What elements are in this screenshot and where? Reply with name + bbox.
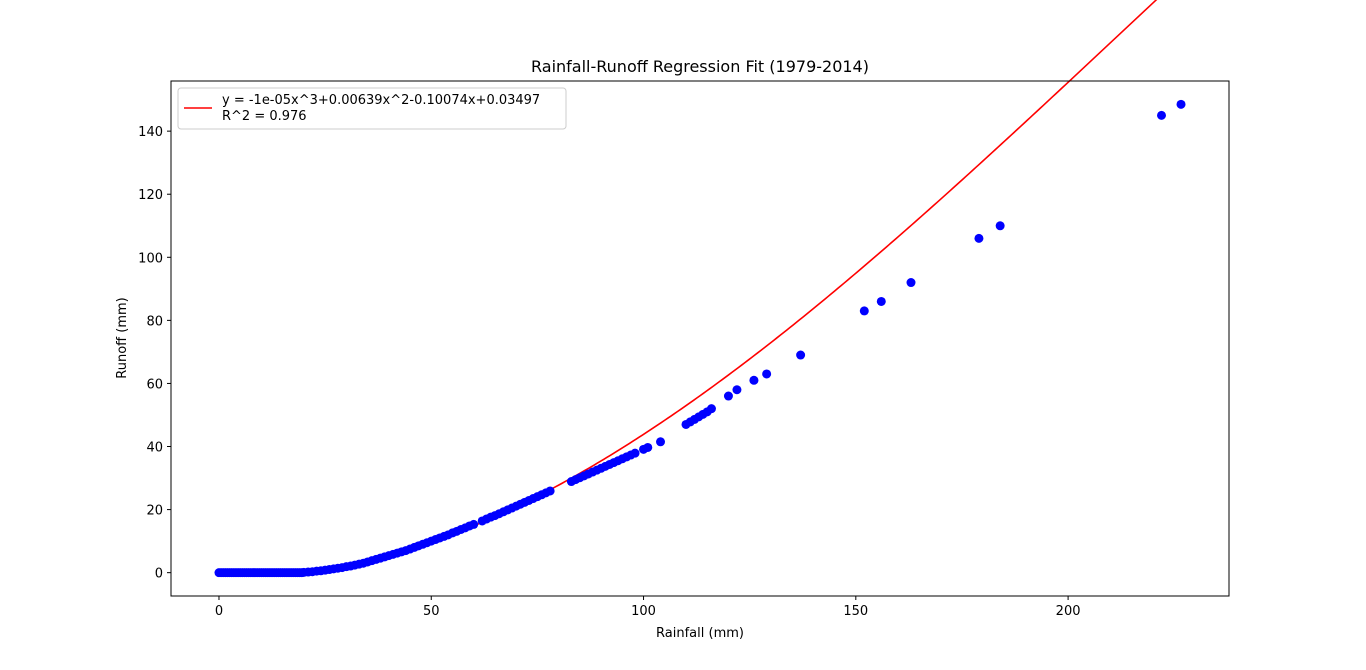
- data-point: [732, 385, 742, 395]
- data-point: [762, 369, 772, 379]
- y-tick-label: 100: [138, 251, 163, 266]
- plot-frame: [170, 80, 1230, 597]
- y-axis: 0 20 40 60 80 100 120 140: [138, 125, 171, 582]
- x-tick-label: 0: [215, 604, 223, 619]
- data-point: [995, 221, 1005, 231]
- legend: y = -1e-05x^3+0.00639x^2-0.10074x+0.0349…: [177, 87, 567, 130]
- chart-title: Rainfall-Runoff Regression Fit (1979-201…: [531, 57, 869, 76]
- data-point: [859, 306, 869, 316]
- data-point: [469, 519, 479, 529]
- x-tick-label: 200: [1056, 604, 1081, 619]
- legend-label-r2: R^2 = 0.976: [222, 109, 307, 124]
- data-point: [706, 404, 716, 414]
- data-point: [656, 437, 666, 447]
- data-point: [630, 448, 640, 458]
- points-layer: [214, 99, 1186, 578]
- plot-area: [171, 81, 1229, 596]
- data-point: [723, 391, 733, 401]
- y-tick-label: 60: [146, 377, 163, 392]
- data-point: [545, 486, 555, 496]
- legend-box: [177, 87, 567, 130]
- x-tick-label: 150: [843, 604, 868, 619]
- y-tick-label: 40: [146, 441, 163, 456]
- data-point: [974, 233, 984, 243]
- legend-label-equation: y = -1e-05x^3+0.00639x^2-0.10074x+0.0349…: [222, 93, 540, 108]
- data-point: [643, 442, 653, 452]
- data-point: [906, 278, 916, 288]
- y-tick-label: 0: [155, 567, 163, 582]
- data-point: [796, 350, 806, 360]
- data-point: [876, 296, 886, 306]
- data-point: [749, 375, 759, 385]
- data-point: [1176, 99, 1186, 109]
- x-tick-label: 50: [423, 604, 440, 619]
- y-tick-label: 20: [146, 504, 163, 519]
- data-point: [1157, 110, 1166, 120]
- y-tick-label: 140: [138, 125, 163, 140]
- x-axis: 0 50 100 150 200: [215, 596, 1081, 619]
- x-tick-label: 100: [631, 604, 656, 619]
- y-tick-label: 80: [146, 314, 163, 329]
- y-axis-label: Runoff (mm): [115, 297, 130, 378]
- x-axis-label: Rainfall (mm): [656, 626, 744, 641]
- y-tick-label: 120: [138, 188, 163, 203]
